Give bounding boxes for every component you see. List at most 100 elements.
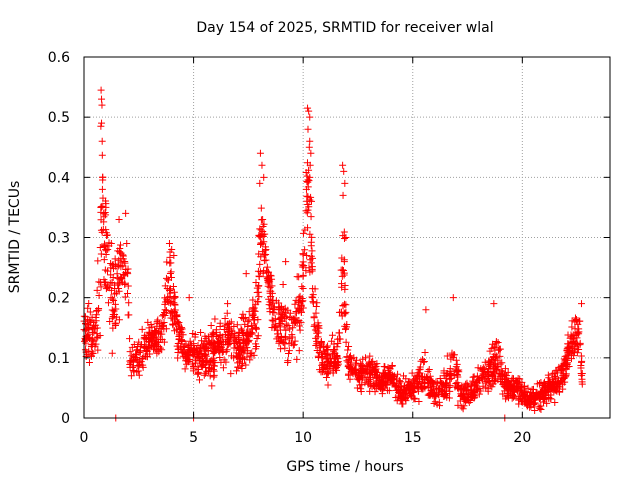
data-point bbox=[264, 277, 272, 285]
data-point bbox=[305, 166, 313, 174]
data-point bbox=[141, 331, 149, 339]
data-point bbox=[121, 279, 129, 287]
data-point bbox=[221, 314, 229, 322]
data-point bbox=[342, 234, 350, 241]
data-point bbox=[296, 292, 304, 300]
data-point bbox=[178, 324, 186, 332]
data-point bbox=[423, 373, 431, 381]
data-point bbox=[230, 339, 238, 347]
data-point bbox=[115, 215, 123, 223]
data-point bbox=[170, 252, 178, 260]
data-point bbox=[146, 330, 154, 338]
data-point bbox=[537, 393, 545, 401]
data-point bbox=[304, 178, 312, 186]
data-point bbox=[340, 167, 348, 175]
data-point bbox=[232, 353, 240, 361]
data-point bbox=[320, 347, 328, 355]
data-point bbox=[342, 338, 350, 346]
data-point bbox=[256, 149, 264, 157]
data-point bbox=[296, 326, 304, 334]
data-point bbox=[135, 338, 143, 346]
data-point bbox=[346, 375, 354, 383]
data-point bbox=[268, 275, 276, 283]
data-point bbox=[133, 368, 141, 376]
data-point bbox=[95, 306, 103, 314]
data-point bbox=[285, 347, 293, 355]
data-point bbox=[92, 321, 100, 329]
data-point bbox=[162, 298, 170, 306]
data-point bbox=[288, 333, 296, 341]
data-point bbox=[234, 363, 242, 371]
data-point bbox=[89, 350, 97, 358]
data-point bbox=[171, 293, 179, 301]
data-point bbox=[243, 344, 251, 352]
data-point bbox=[447, 355, 455, 363]
data-point bbox=[113, 270, 121, 278]
data-point bbox=[574, 341, 582, 349]
data-point bbox=[116, 249, 124, 257]
data-point bbox=[480, 365, 488, 373]
data-point bbox=[273, 326, 281, 334]
data-point bbox=[305, 264, 313, 272]
data-point bbox=[90, 337, 98, 345]
data-point bbox=[543, 399, 551, 407]
data-point bbox=[276, 305, 284, 313]
data-point bbox=[151, 345, 159, 353]
data-point bbox=[194, 370, 202, 378]
data-point bbox=[339, 301, 347, 309]
y-tick-label: 0.1 bbox=[48, 351, 70, 367]
data-point bbox=[317, 339, 325, 347]
data-point bbox=[388, 362, 396, 370]
data-point bbox=[100, 276, 108, 284]
data-point bbox=[343, 357, 351, 365]
data-point bbox=[501, 365, 509, 373]
data-point bbox=[257, 239, 265, 247]
data-point bbox=[280, 323, 288, 331]
data-point bbox=[306, 161, 314, 169]
data-point bbox=[299, 271, 307, 279]
data-point bbox=[339, 191, 347, 199]
data-point bbox=[545, 393, 553, 401]
data-point bbox=[260, 173, 268, 181]
data-point bbox=[167, 268, 175, 276]
data-point bbox=[364, 379, 372, 387]
data-point bbox=[206, 372, 214, 380]
data-point bbox=[92, 317, 100, 325]
data-point bbox=[235, 335, 243, 343]
data-point bbox=[371, 363, 379, 371]
data-point bbox=[115, 248, 123, 256]
data-point bbox=[499, 390, 507, 398]
data-point bbox=[94, 257, 102, 265]
data-point bbox=[93, 334, 101, 342]
data-point bbox=[237, 362, 245, 370]
data-point bbox=[268, 324, 276, 332]
data-point bbox=[396, 387, 404, 395]
data-point bbox=[484, 374, 492, 382]
data-point bbox=[573, 334, 581, 342]
data-point bbox=[242, 338, 250, 346]
data-point bbox=[419, 375, 427, 383]
data-point bbox=[150, 333, 158, 341]
data-point bbox=[124, 289, 132, 297]
data-point bbox=[127, 359, 135, 367]
data-point bbox=[142, 347, 150, 355]
data-point bbox=[211, 315, 219, 323]
data-point bbox=[95, 278, 103, 286]
data-point bbox=[299, 304, 307, 312]
x-tick-label: 20 bbox=[513, 430, 531, 446]
data-point bbox=[114, 281, 122, 289]
data-point bbox=[527, 389, 535, 397]
data-point bbox=[322, 373, 330, 381]
data-point bbox=[331, 359, 339, 367]
data-point bbox=[224, 320, 232, 328]
data-point bbox=[341, 179, 349, 187]
data-point bbox=[545, 374, 553, 382]
data-point bbox=[82, 319, 90, 327]
data-point bbox=[397, 396, 405, 404]
data-point bbox=[134, 367, 142, 375]
data-point bbox=[495, 345, 503, 353]
x-tick-label: 0 bbox=[80, 430, 89, 446]
data-point bbox=[106, 279, 114, 287]
data-point bbox=[572, 339, 580, 347]
data-point bbox=[351, 370, 359, 378]
